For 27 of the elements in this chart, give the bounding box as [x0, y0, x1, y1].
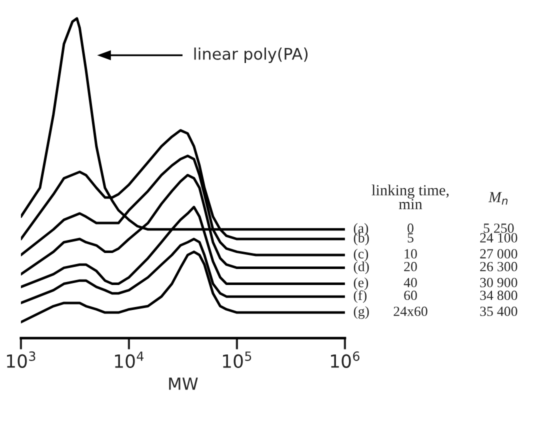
annotation: linear poly(PA)	[194, 48, 308, 63]
text: 35 400	[480, 306, 518, 316]
x-tick-label: 10$^{5}$	[223, 352, 252, 368]
text: 24x60	[394, 306, 428, 316]
series-label: (e)	[354, 277, 368, 290]
text: 20	[404, 262, 417, 272]
x-tick-label: 10$^{6}$	[331, 351, 360, 368]
series-label: (g)	[354, 306, 369, 319]
text: 26 300	[480, 262, 518, 272]
text: 60	[404, 290, 417, 300]
text: 40	[404, 278, 417, 288]
text: 5	[408, 233, 414, 242]
text: 5 250	[484, 224, 514, 233]
text: 0	[408, 224, 414, 233]
text: M$_{n}$	[488, 192, 508, 205]
text: 30 900	[480, 278, 518, 288]
text: linking time, min	[372, 184, 449, 210]
x-tick-label: 10$^{4}$	[115, 352, 144, 368]
text: 10	[404, 249, 417, 258]
series-label: (c)	[354, 248, 368, 262]
text: 24 100	[480, 233, 518, 242]
text: 27 000	[480, 249, 518, 258]
x-tick-label: 10$^{3}$	[7, 351, 36, 368]
text: 34 800	[480, 290, 518, 300]
series-label: (d)	[354, 262, 369, 274]
x-axis-title: MW	[169, 378, 198, 390]
series-label: (f)	[354, 290, 367, 303]
